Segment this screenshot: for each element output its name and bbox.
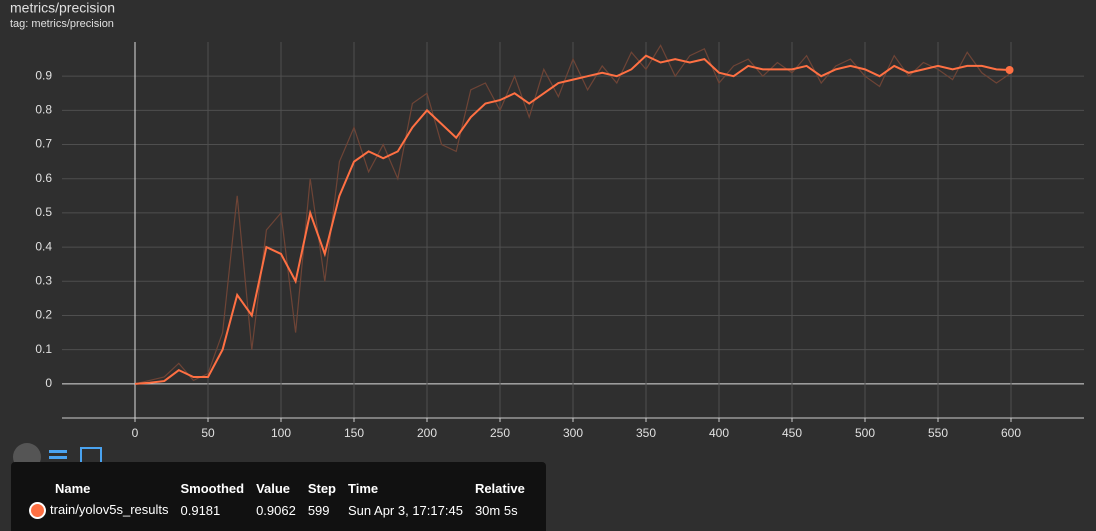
column-header: Name <box>55 481 91 496</box>
cell: 30m 5s <box>469 500 531 521</box>
cell-text: 0.9062 <box>256 503 296 519</box>
column-header: Value <box>256 481 291 496</box>
cell: train/yolov5s_results <box>23 500 175 521</box>
cell: 0.9181 <box>175 500 251 521</box>
cell-text: 30m 5s <box>474 503 518 519</box>
series-line <box>134 44 1010 385</box>
run-color <box>29 502 46 520</box>
x-tick-label: 300 <box>563 426 583 440</box>
chart-title: metrics/precision <box>10 0 115 16</box>
tooltip-header: Name Smoothed Value Step Time Relative <box>23 480 531 500</box>
cell: 599 <box>302 500 342 521</box>
x-tick-label: 500 <box>855 426 875 440</box>
x-tick-label: 250 <box>490 426 510 440</box>
y-tick-label: 0 <box>45 376 52 390</box>
x-tick-label: 50 <box>201 426 215 440</box>
x-tick-label: 600 <box>1001 426 1021 440</box>
series-line <box>134 54 1010 385</box>
end-point <box>1005 65 1014 74</box>
y-tick-label: 0.7 <box>35 137 52 151</box>
cell-text: train/yolov5s_results <box>50 502 169 517</box>
list-icon <box>49 456 67 459</box>
cell: 0.9062 <box>250 500 302 521</box>
x-tick-label: 400 <box>709 426 729 440</box>
y-tick-label: 0.6 <box>35 171 52 185</box>
column-header: Relative <box>474 481 525 496</box>
y-tick-label: 0.3 <box>35 273 52 287</box>
y-tick-label: 0.9 <box>35 68 52 82</box>
column-header: Smoothed <box>180 481 245 496</box>
cell-text: 0.9181 <box>180 503 221 519</box>
y-tick-label: 0.5 <box>35 205 52 219</box>
y-tick-label: 0.2 <box>35 308 52 322</box>
list-icon[interactable] <box>49 450 67 453</box>
tooltip-table: Name Smoothed Value Step Time Relative train/… <box>23 480 531 521</box>
x-tick-label: 450 <box>782 426 802 440</box>
cell-text: 599 <box>307 503 330 519</box>
x-tick-label: 550 <box>928 426 948 440</box>
cell-text: Sun Apr 3, 17:17:45 <box>348 503 463 519</box>
x-tick-label: 100 <box>271 426 291 440</box>
y-tick-label: 0.1 <box>35 342 52 356</box>
column-header: Step <box>307 481 336 496</box>
cell: Sun Apr 3, 17:17:45 <box>342 500 469 521</box>
chart-subtitle: tag: metrics/precision <box>10 18 114 30</box>
y-tick-label: 0.4 <box>35 239 52 253</box>
column-header: Time <box>348 481 379 496</box>
x-tick-label: 150 <box>344 426 364 440</box>
tooltip-row: train/yolov5s_results 0.9181 0.9062 599 Sun … <box>23 500 531 521</box>
x-tick-label: 350 <box>636 426 656 440</box>
y-tick-label: 0.8 <box>35 103 52 117</box>
x-tick-label: 0 <box>132 426 139 440</box>
x-tick-label: 200 <box>417 426 437 440</box>
tooltip: Name Smoothed Value Step Time Relative train/… <box>11 462 546 531</box>
